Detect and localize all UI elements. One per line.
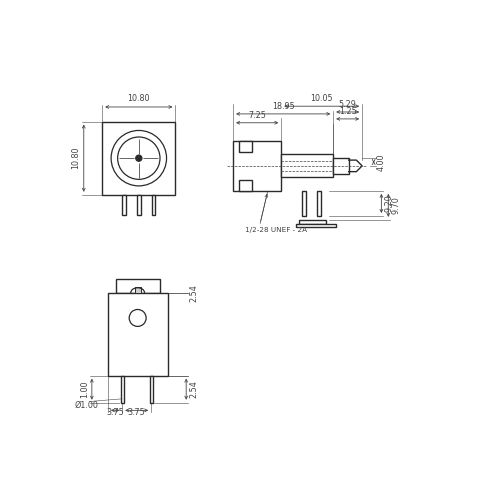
Bar (108, 293, 168, 376)
Text: 1/2-28 UNEF - 2A: 1/2-28 UNEF - 2A (244, 228, 307, 234)
Text: 1.25: 1.25 (339, 107, 356, 116)
Text: 3.75: 3.75 (106, 408, 124, 418)
Bar (233, 141, 281, 191)
Bar (122, 194, 126, 215)
Text: 9.20: 9.20 (384, 194, 394, 212)
Bar (120, 376, 124, 402)
Bar (152, 194, 156, 215)
Bar (298, 220, 326, 224)
Bar (302, 191, 306, 216)
Text: 2.54: 2.54 (190, 284, 198, 302)
Bar (282, 154, 333, 178)
Text: 10.80: 10.80 (71, 147, 80, 170)
Bar (137, 194, 141, 215)
Bar (102, 122, 176, 194)
Text: Ø1.00: Ø1.00 (74, 400, 98, 409)
Text: 3.75: 3.75 (128, 408, 146, 418)
Bar (240, 141, 252, 152)
Bar (116, 280, 160, 293)
Text: 5.29: 5.29 (339, 100, 356, 110)
Bar (296, 224, 337, 226)
Text: 9.70: 9.70 (392, 196, 400, 214)
Text: 18.95: 18.95 (272, 102, 294, 111)
Text: 10.05: 10.05 (310, 94, 333, 103)
Bar (150, 376, 152, 402)
Bar (333, 158, 348, 174)
Bar (317, 191, 321, 216)
Text: 10.80: 10.80 (128, 94, 150, 103)
Text: 4.00: 4.00 (377, 154, 386, 171)
Text: 1.00: 1.00 (80, 380, 89, 398)
Bar (240, 180, 252, 191)
Text: 2.54: 2.54 (190, 380, 198, 398)
Text: 7.25: 7.25 (248, 111, 266, 120)
Circle shape (136, 155, 142, 162)
Bar (134, 287, 141, 293)
